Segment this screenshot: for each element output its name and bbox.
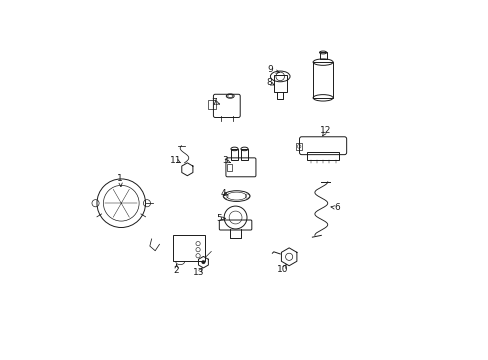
Bar bbox=[207, 100, 216, 109]
Text: 1: 1 bbox=[117, 174, 123, 183]
Bar bbox=[312, 62, 332, 98]
Text: 6: 6 bbox=[334, 203, 340, 212]
Bar bbox=[230, 149, 238, 160]
Text: 3: 3 bbox=[222, 156, 227, 165]
Text: 4: 4 bbox=[220, 189, 225, 198]
Bar bbox=[227, 164, 231, 171]
Text: 7: 7 bbox=[211, 98, 217, 107]
Text: 9: 9 bbox=[267, 66, 273, 75]
Text: 5: 5 bbox=[216, 214, 222, 223]
Bar bbox=[273, 75, 286, 93]
Text: 8: 8 bbox=[266, 78, 272, 87]
Text: 2: 2 bbox=[173, 266, 179, 275]
Bar bbox=[319, 53, 326, 59]
Bar bbox=[173, 235, 205, 261]
Bar bbox=[296, 143, 302, 150]
Circle shape bbox=[201, 260, 205, 264]
Text: 12: 12 bbox=[320, 126, 331, 135]
Text: 10: 10 bbox=[277, 265, 288, 274]
Text: 13: 13 bbox=[193, 268, 204, 277]
Text: 11: 11 bbox=[170, 156, 181, 165]
Bar bbox=[306, 152, 339, 159]
Bar bbox=[241, 149, 247, 160]
